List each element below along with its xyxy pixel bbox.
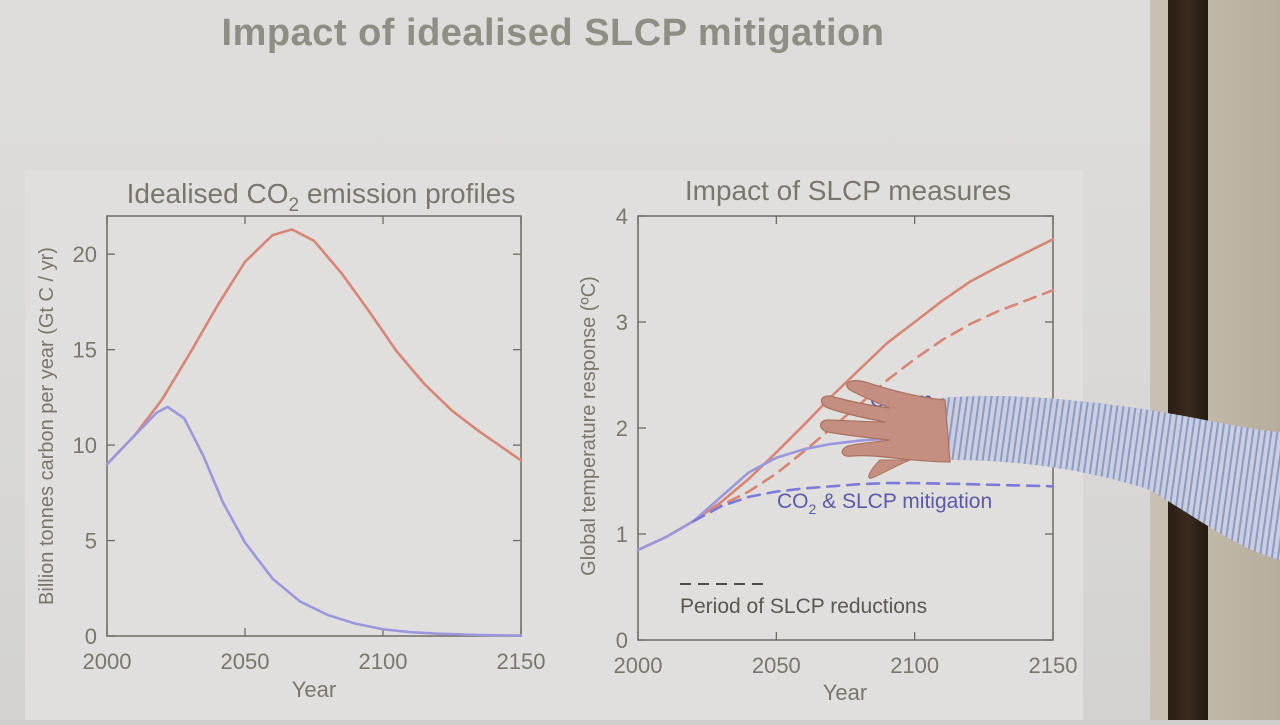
left-chart-title: Idealised CO2 emission profiles: [127, 178, 516, 216]
right-y-tick-label: 0: [616, 628, 628, 653]
right-y-tick-label: 1: [616, 522, 628, 547]
door-frame: [1168, 0, 1208, 720]
left-y-tick-label: 15: [73, 338, 97, 363]
left-y-tick-label: 5: [85, 529, 97, 554]
shirt-sleeve: [940, 395, 1280, 560]
left-y-tick-label: 10: [73, 433, 97, 458]
hand: [820, 380, 951, 463]
right-series-line-3: [691, 481, 1055, 523]
right-x-axis-label: Year: [823, 680, 867, 705]
left-series-line-1: [105, 405, 523, 637]
thumb: [868, 459, 911, 479]
left-x-tick-label: 2150: [497, 649, 546, 674]
left-x-tick-label: 2050: [221, 649, 270, 674]
left-tick-group: 2000 2050 2100 2150 0 5 10 15 20: [73, 216, 546, 674]
left-x-axis-label: Year: [292, 677, 336, 702]
right-x-tick-label: 2000: [614, 653, 663, 678]
right-tick-group: 2000 2050 2100 2150 0 1 2 3 4: [614, 204, 1078, 678]
right-y-tick-label: 2: [616, 416, 628, 441]
right-y-tick-label: 3: [616, 310, 628, 335]
right-series-line-0: [636, 238, 1055, 552]
left-series-line-0: [105, 228, 523, 466]
left-x-tick-label: 2100: [359, 649, 408, 674]
emission-profiles-chart: Idealised CO2 emission profiles 2000 2050…: [36, 178, 545, 702]
right-chart-title: Impact of SLCP measures: [685, 175, 1011, 206]
right-x-tick-label: 2100: [890, 653, 939, 678]
left-line-group: [105, 228, 523, 637]
presenter-arm: [820, 380, 1280, 560]
left-plot-frame: [106, 215, 522, 637]
left-y-tick-label: 20: [73, 242, 97, 267]
right-y-axis-label: Global temperature response (ºC): [578, 276, 600, 576]
slide-title: Impact of idealised SLCP mitigation: [221, 12, 885, 54]
left-y-axis-label: Billion tonnes carbon per year (Gt C / y…: [36, 247, 58, 605]
legend-label: Period of SLCP reductions: [680, 595, 927, 618]
right-x-tick-label: 2150: [1029, 653, 1078, 678]
left-y-tick-label: 0: [85, 624, 97, 649]
left-x-tick-label: 2000: [83, 649, 132, 674]
right-y-tick-label: 4: [616, 204, 628, 229]
right-x-tick-label: 2050: [752, 653, 801, 678]
annotation-co2-slcp: CO2 & SLCP mitigation: [777, 490, 992, 517]
